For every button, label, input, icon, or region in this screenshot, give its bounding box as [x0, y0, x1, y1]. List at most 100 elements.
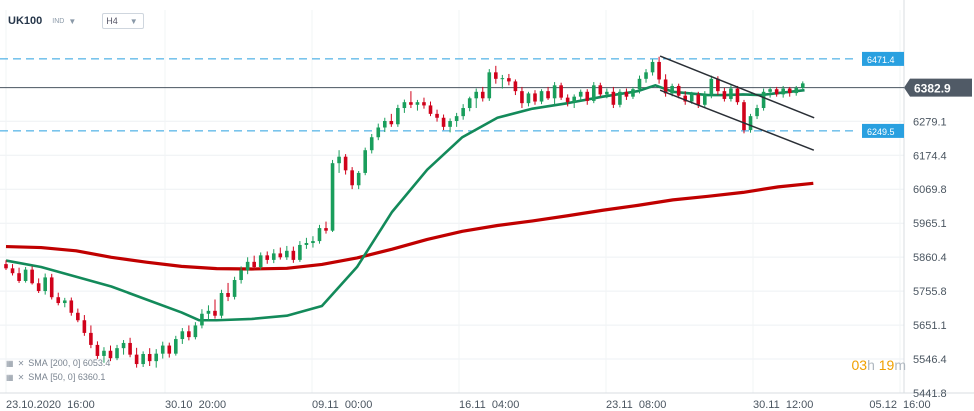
candle-body	[657, 61, 661, 80]
instrument-symbol[interactable]: UK100	[8, 15, 43, 27]
bearish-candle	[278, 247, 283, 260]
bearish-candle	[76, 308, 80, 323]
bullish-candle	[729, 85, 733, 102]
bullish-candle	[180, 328, 185, 344]
bearish-candle	[167, 342, 172, 358]
candle-body	[585, 91, 590, 101]
bullish-candle	[644, 69, 648, 83]
bearish-candle	[30, 266, 34, 285]
bearish-candle	[134, 347, 139, 368]
candle-body	[49, 277, 54, 298]
bullish-candle	[271, 249, 276, 264]
bullish-candle	[761, 88, 766, 111]
bearish-candle	[624, 88, 629, 100]
bearish-candle	[520, 86, 524, 109]
bullish-candle	[141, 351, 145, 367]
bullish-candle	[578, 89, 583, 101]
settings-icon[interactable]: ▦	[6, 372, 14, 382]
candle-body	[252, 261, 256, 268]
timeframe-selector[interactable]: H4 ▼	[102, 13, 144, 29]
channel-line-upper	[659, 55, 815, 119]
countdown-minutes-unit: m	[894, 357, 906, 373]
candle-body	[265, 255, 270, 260]
bearish-candle	[435, 109, 439, 122]
candle-body	[396, 108, 400, 125]
indicator-name: SMA	[28, 372, 48, 382]
bullish-candle	[376, 123, 381, 141]
candle-body	[121, 342, 126, 349]
symbol-dropdown-icon[interactable]: ▼	[68, 16, 77, 26]
bullish-candle	[200, 309, 204, 329]
bullish-candle	[115, 344, 119, 361]
bullish-candle	[382, 117, 387, 133]
candle-body	[193, 325, 198, 338]
x-tick-label: 05.12 16:00	[869, 399, 930, 411]
bullish-candle	[703, 91, 707, 108]
settings-icon[interactable]: ▦	[6, 358, 14, 368]
bearish-candle	[187, 325, 191, 341]
x-tick-label: 23.10.2020 16:00	[6, 399, 95, 411]
candle-body	[337, 156, 341, 164]
candle-body	[82, 320, 87, 333]
y-tick-label: 6174.4	[913, 150, 947, 162]
candle-body	[147, 353, 152, 362]
level-label-box	[862, 123, 904, 138]
candle-body	[89, 332, 93, 345]
timeframe-dropdown-icon[interactable]: ▼	[129, 16, 138, 26]
y-tick-label: 6069.8	[913, 184, 947, 196]
candle-body	[389, 121, 394, 125]
bearish-candle	[82, 315, 87, 336]
candle-body	[591, 85, 596, 101]
candle-body	[141, 353, 145, 365]
level-label: 6249.5	[867, 127, 895, 137]
bullish-candle	[454, 112, 459, 127]
candle-body	[546, 91, 550, 99]
candle-body	[794, 87, 799, 94]
candle-body	[670, 85, 674, 94]
bullish-candle	[317, 224, 322, 244]
bullish-candle	[356, 170, 361, 190]
bullish-candle	[402, 99, 407, 113]
candle-body	[689, 94, 694, 102]
candle-body	[631, 89, 635, 97]
candle-body	[206, 310, 211, 314]
candle-body	[382, 121, 387, 128]
bearish-candle	[742, 99, 746, 134]
bearish-candle	[598, 82, 603, 97]
bearish-candle	[56, 292, 61, 306]
candle-body	[226, 292, 230, 297]
candle-body	[513, 81, 518, 92]
candle-body	[735, 88, 740, 103]
bullish-candle	[154, 349, 159, 368]
candle-body	[350, 170, 354, 186]
bullish-candle	[232, 276, 237, 300]
candle-body	[500, 78, 505, 80]
bearish-candle	[36, 278, 41, 293]
indicator-value: 6053.4	[82, 358, 111, 368]
indicator-legend-sma50: ▦ ✕ SMA [50, 0] 6360.1	[6, 372, 105, 382]
bullish-candle	[526, 91, 531, 107]
bullish-candle	[631, 86, 635, 99]
bearish-candle	[265, 251, 270, 264]
candle-body	[683, 95, 688, 102]
candle-body	[526, 93, 531, 104]
candle-body	[454, 116, 459, 122]
candle-body	[618, 91, 622, 105]
remove-indicator-icon[interactable]: ✕	[17, 358, 25, 368]
candle-body	[363, 150, 367, 173]
y-tick-label: 5546.4	[913, 354, 947, 366]
remove-indicator-icon[interactable]: ✕	[17, 372, 25, 382]
candle-body	[578, 91, 583, 97]
candle-body	[729, 88, 733, 99]
bearish-candle	[17, 267, 21, 283]
bearish-candle	[585, 89, 590, 105]
candle-body	[787, 88, 792, 94]
candle-body	[428, 105, 433, 114]
candle-body	[435, 113, 439, 118]
bearish-candle	[787, 86, 792, 97]
candle-body	[768, 89, 772, 92]
timeframe-label: H4	[106, 16, 118, 26]
bullish-candle	[396, 104, 400, 127]
